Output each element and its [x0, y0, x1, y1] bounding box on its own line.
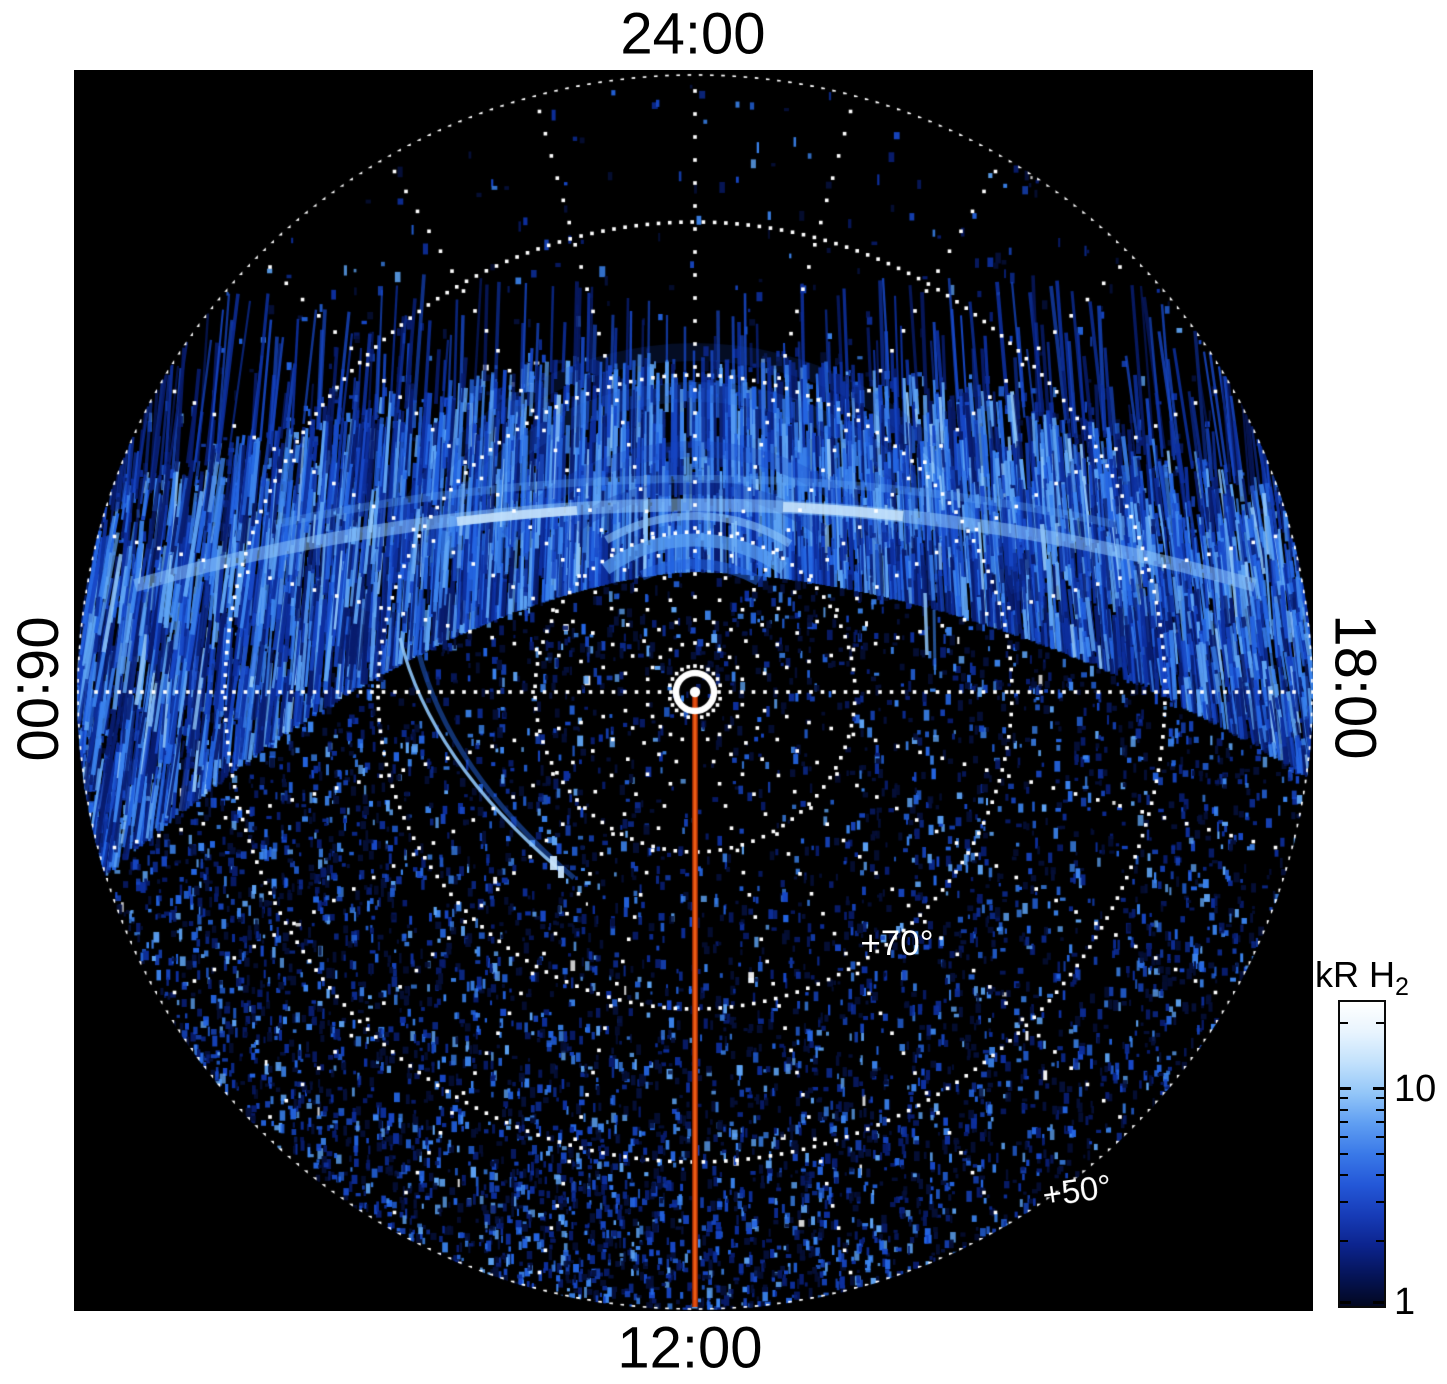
colorbar-tick — [1376, 1136, 1384, 1138]
colorbar-tick — [1373, 1300, 1384, 1304]
local-time-label-06: 06:00 — [4, 616, 70, 762]
colorbar-tick — [1376, 1174, 1384, 1176]
colorbar-tick — [1376, 1153, 1384, 1155]
colorbar-tick — [1376, 1022, 1384, 1024]
colorbar-tick — [1340, 1153, 1348, 1155]
colorbar-tick — [1376, 1108, 1384, 1111]
colorbar-gradient-bar — [1338, 1000, 1386, 1308]
colorbar-tick — [1340, 1136, 1348, 1138]
colorbar-tick — [1340, 1097, 1348, 1100]
colorbar-tick — [1340, 1201, 1348, 1204]
colorbar-title: kR H2 — [1280, 954, 1444, 1002]
local-time-label-24: 24:00 — [620, 1, 766, 67]
colorbar: kR H2 10 1 — [1315, 954, 1436, 1323]
colorbar-tick — [1340, 1022, 1348, 1024]
colorbar-tick — [1340, 1087, 1351, 1091]
colorbar-tick-label-10: 10 — [1394, 1068, 1437, 1110]
latitude-label-70: +70° — [860, 924, 934, 963]
local-time-label-12: 12:00 — [617, 1315, 763, 1381]
colorbar-tick — [1373, 1087, 1384, 1091]
colorbar-tick — [1340, 1108, 1348, 1111]
colorbar-tick — [1340, 1300, 1351, 1304]
polar-heatmap-canvas — [74, 70, 1313, 1311]
colorbar-tick — [1376, 1097, 1384, 1100]
local-time-label-18: 18:00 — [1322, 614, 1388, 760]
colorbar-tick — [1376, 1201, 1384, 1204]
colorbar-tick — [1340, 1239, 1348, 1242]
colorbar-tick — [1340, 1174, 1348, 1176]
colorbar-title-text: kR H — [1315, 954, 1396, 995]
colorbar-title-subscript: 2 — [1395, 973, 1409, 1002]
colorbar-tick — [1376, 1239, 1384, 1242]
colorbar-tick — [1376, 1121, 1384, 1124]
colorbar-tick — [1340, 1121, 1348, 1124]
colorbar-tick-label-1: 1 — [1394, 1281, 1416, 1323]
